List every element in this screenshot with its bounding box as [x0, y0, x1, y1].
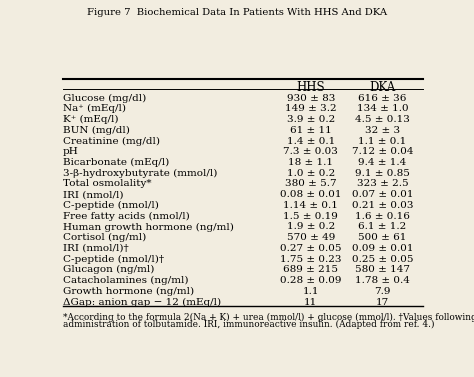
Text: 3-β-hydroxybutyrate (mmol/l): 3-β-hydroxybutyrate (mmol/l): [63, 169, 217, 178]
Text: 570 ± 49: 570 ± 49: [287, 233, 335, 242]
Text: 930 ± 83: 930 ± 83: [287, 93, 335, 103]
Text: Glucagon (ng/ml): Glucagon (ng/ml): [63, 265, 155, 274]
Text: HHS: HHS: [297, 81, 325, 94]
Text: 616 ± 36: 616 ± 36: [358, 93, 407, 103]
Text: Cortisol (ng/ml): Cortisol (ng/ml): [63, 233, 146, 242]
Text: C-peptide (nmol/l): C-peptide (nmol/l): [63, 201, 159, 210]
Text: 9.1 ± 0.85: 9.1 ± 0.85: [355, 169, 410, 178]
Text: 0.27 ± 0.05: 0.27 ± 0.05: [280, 244, 342, 253]
Text: Human growth hormone (ng/ml): Human growth hormone (ng/ml): [63, 222, 234, 231]
Text: 1.0 ± 0.2: 1.0 ± 0.2: [287, 169, 335, 178]
Text: C-peptide (nmol/l)†: C-peptide (nmol/l)†: [63, 254, 164, 264]
Text: 0.08 ± 0.01: 0.08 ± 0.01: [280, 190, 342, 199]
Text: IRI (nmol/l)†: IRI (nmol/l)†: [63, 244, 128, 253]
Text: 1.78 ± 0.4: 1.78 ± 0.4: [355, 276, 410, 285]
Text: 323 ± 2.5: 323 ± 2.5: [357, 179, 408, 188]
Text: 32 ± 3: 32 ± 3: [365, 126, 400, 135]
Text: 11: 11: [304, 298, 318, 307]
Text: 0.21 ± 0.03: 0.21 ± 0.03: [352, 201, 413, 210]
Text: Glucose (mg/dl): Glucose (mg/dl): [63, 93, 146, 103]
Text: Bicarbonate (mEq/l): Bicarbonate (mEq/l): [63, 158, 169, 167]
Text: administration of tolbutamide. IRI, immunoreactive insulin. (Adapted from ref. 4: administration of tolbutamide. IRI, immu…: [63, 320, 435, 329]
Text: 1.5 ± 0.19: 1.5 ± 0.19: [283, 212, 338, 221]
Text: 61 ± 11: 61 ± 11: [290, 126, 332, 135]
Text: 1.9 ± 0.2: 1.9 ± 0.2: [287, 222, 335, 231]
Text: *According to the formula 2(Na + K) + urea (mmol/l) + glucose (mmol/l). †Values : *According to the formula 2(Na + K) + ur…: [63, 313, 474, 322]
Text: BUN (mg/dl): BUN (mg/dl): [63, 126, 130, 135]
Text: DKA: DKA: [369, 81, 396, 94]
Text: K⁺ (mEq/l): K⁺ (mEq/l): [63, 115, 118, 124]
Text: 380 ± 5.7: 380 ± 5.7: [285, 179, 337, 188]
Text: Creatinine (mg/dl): Creatinine (mg/dl): [63, 136, 160, 146]
Text: Total osmolality*: Total osmolality*: [63, 179, 151, 188]
Text: Catacholamines (ng/ml): Catacholamines (ng/ml): [63, 276, 189, 285]
Text: 1.75 ± 0.23: 1.75 ± 0.23: [280, 255, 342, 264]
Text: 0.09 ± 0.01: 0.09 ± 0.01: [352, 244, 413, 253]
Text: 4.5 ± 0.13: 4.5 ± 0.13: [355, 115, 410, 124]
Text: 18 ± 1.1: 18 ± 1.1: [288, 158, 333, 167]
Text: 0.28 ± 0.09: 0.28 ± 0.09: [280, 276, 342, 285]
Text: 6.1 ± 1.2: 6.1 ± 1.2: [358, 222, 407, 231]
Text: Figure 7  Biochemical Data In Patients With HHS And DKA: Figure 7 Biochemical Data In Patients Wi…: [87, 8, 387, 17]
Text: 149 ± 3.2: 149 ± 3.2: [285, 104, 337, 113]
Text: 0.25 ± 0.05: 0.25 ± 0.05: [352, 255, 413, 264]
Text: 7.12 ± 0.04: 7.12 ± 0.04: [352, 147, 413, 156]
Text: IRI (nmol/l): IRI (nmol/l): [63, 190, 123, 199]
Text: 17: 17: [376, 298, 389, 307]
Text: 1.1 ± 0.1: 1.1 ± 0.1: [358, 136, 407, 146]
Text: 134 ± 1.0: 134 ± 1.0: [357, 104, 408, 113]
Text: Growth hormone (ng/ml): Growth hormone (ng/ml): [63, 287, 194, 296]
Text: 0.07 ± 0.01: 0.07 ± 0.01: [352, 190, 413, 199]
Text: Free fatty acids (nmol/l): Free fatty acids (nmol/l): [63, 211, 190, 221]
Text: 689 ± 215: 689 ± 215: [283, 265, 338, 274]
Text: 500 ± 61: 500 ± 61: [358, 233, 407, 242]
Text: 7.3 ± 0.03: 7.3 ± 0.03: [283, 147, 338, 156]
Text: 1.4 ± 0.1: 1.4 ± 0.1: [287, 136, 335, 146]
Text: 1.14 ± 0.1: 1.14 ± 0.1: [283, 201, 338, 210]
Text: 9.4 ± 1.4: 9.4 ± 1.4: [358, 158, 407, 167]
Text: ΔGap: anion gap − 12 (mEq/l): ΔGap: anion gap − 12 (mEq/l): [63, 297, 221, 307]
Text: Na⁺ (mEq/l): Na⁺ (mEq/l): [63, 104, 126, 113]
Text: 7.9: 7.9: [374, 287, 391, 296]
Text: 580 ± 147: 580 ± 147: [355, 265, 410, 274]
Text: 3.9 ± 0.2: 3.9 ± 0.2: [287, 115, 335, 124]
Text: pH: pH: [63, 147, 79, 156]
Text: 1.1: 1.1: [302, 287, 319, 296]
Text: 1.6 ± 0.16: 1.6 ± 0.16: [355, 212, 410, 221]
